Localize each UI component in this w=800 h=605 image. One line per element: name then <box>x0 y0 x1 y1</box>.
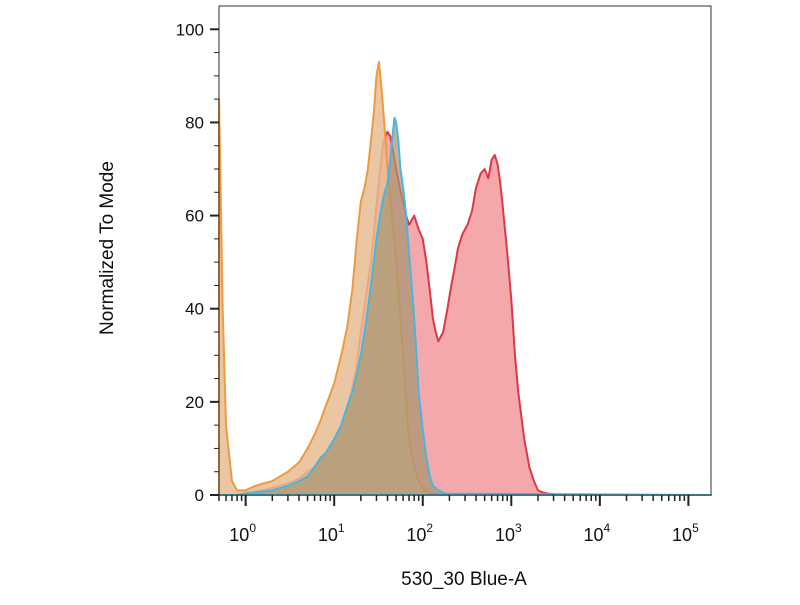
y-tick-label: 20 <box>185 393 204 412</box>
x-tick-label: 102 <box>406 521 433 545</box>
series-1-area <box>218 130 712 496</box>
x-tick-label: 101 <box>318 521 345 545</box>
x-tick-label: 103 <box>495 521 522 545</box>
y-tick-label: 40 <box>185 300 204 319</box>
y-tick-label: 100 <box>176 20 204 39</box>
x-tick-label: 104 <box>583 521 610 545</box>
series-layer <box>218 60 712 496</box>
y-axis-title: Normalized To Mode <box>97 161 118 335</box>
plot-frame <box>218 5 712 496</box>
minor-ticks-layer <box>218 495 686 501</box>
y-tick-label: 80 <box>185 113 204 132</box>
y-tick-label: 0 <box>195 486 204 505</box>
x-ticks-layer: 100 101 102 103 104 105 <box>229 495 699 545</box>
series-3-area <box>218 116 712 496</box>
y-ticks-layer: 0 20 40 60 80 100 <box>176 20 219 505</box>
y-tick-label: 60 <box>185 207 204 226</box>
x-tick-label: 100 <box>229 521 256 545</box>
x-axis-title: 530_30 Blue-A <box>401 569 527 590</box>
x-tick-label: 105 <box>672 521 699 545</box>
